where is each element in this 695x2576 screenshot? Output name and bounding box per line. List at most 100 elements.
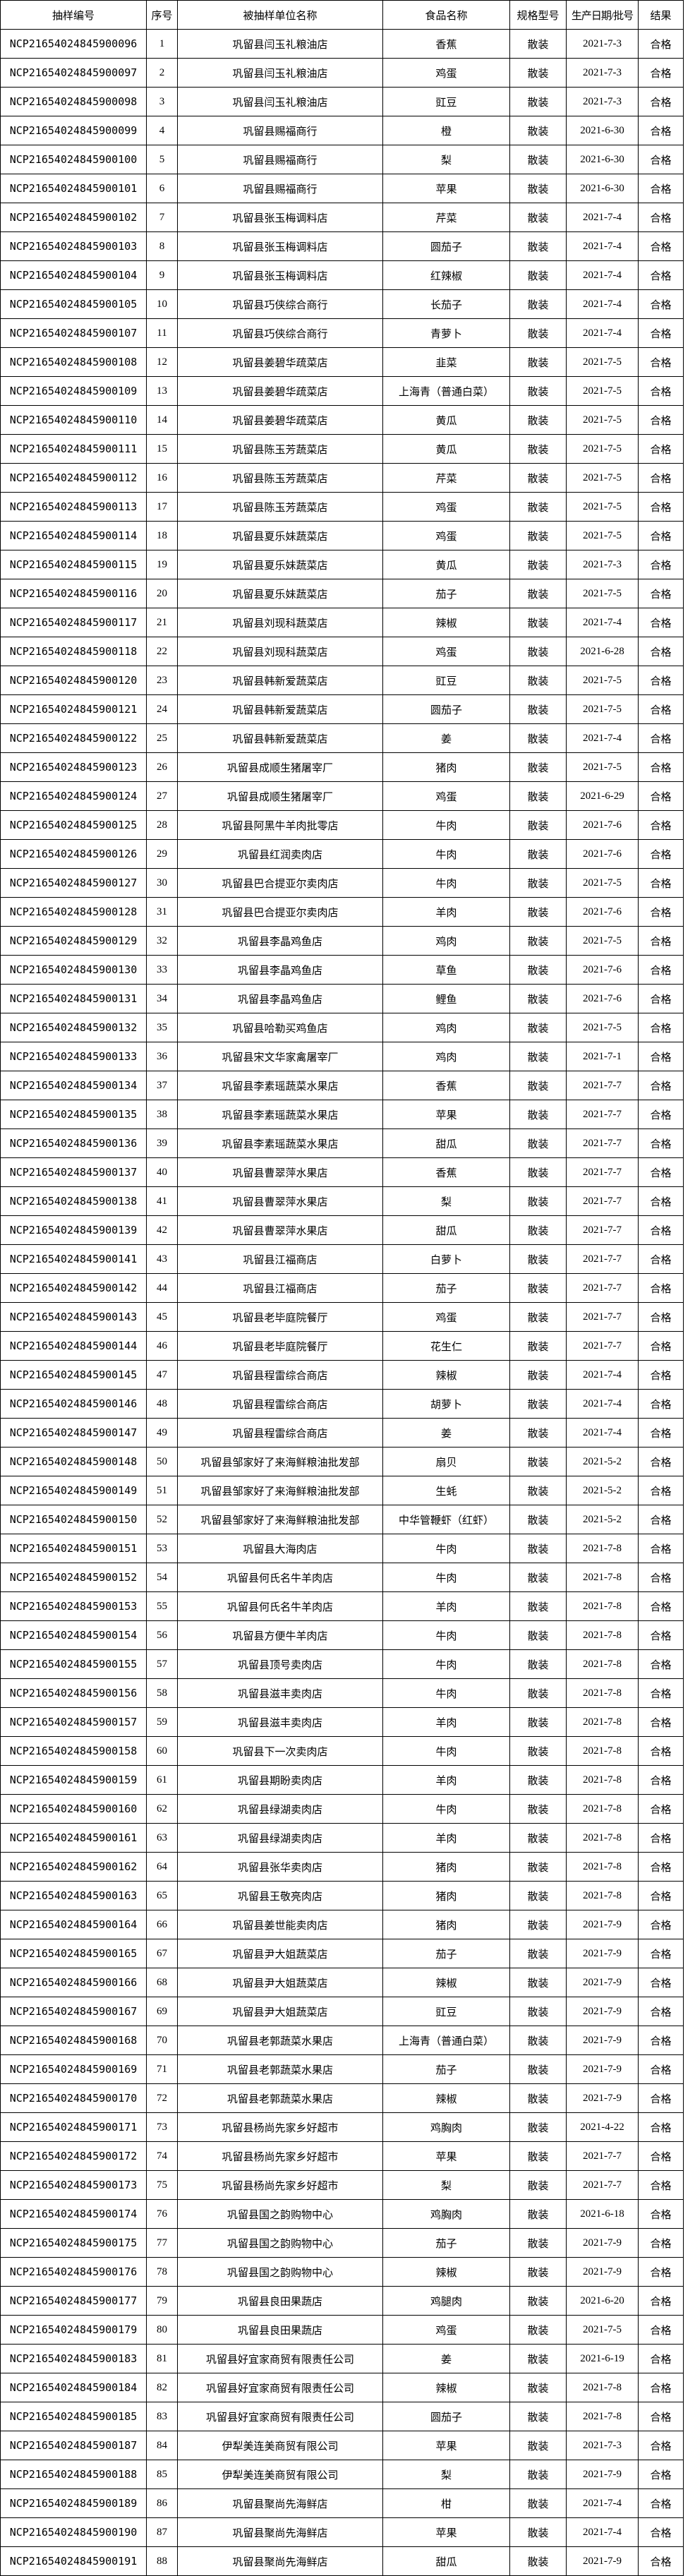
food-name-cell: 牛肉	[382, 1794, 510, 1824]
spec-model-cell: 散装	[509, 1534, 567, 1563]
production-date-cell: 2021-7-7	[566, 1071, 639, 1100]
spec-model-cell: 散装	[509, 2517, 567, 2547]
sampled-unit-cell: 巩留县巴合提亚尔卖肉店	[177, 897, 383, 927]
sampled-unit-cell: 巩留县滋丰卖肉店	[177, 1678, 383, 1708]
production-date-cell: 2021-7-6	[566, 839, 639, 869]
serial-number-cell: 22	[146, 637, 178, 666]
result-cell: 合格	[638, 2488, 684, 2518]
serial-number-cell: 43	[146, 1244, 178, 1274]
result-cell: 合格	[638, 2431, 684, 2460]
result-cell: 合格	[638, 2199, 684, 2229]
spec-model-cell: 散装	[509, 1360, 567, 1390]
result-cell: 合格	[638, 1476, 684, 1505]
sampled-unit-cell: 巩留县闫玉礼粮油店	[177, 87, 383, 116]
table-row: NCP21654024845900129 32 巩留县李晶鸡鱼店 鸡肉 散装 2…	[0, 926, 684, 956]
serial-number-cell: 71	[146, 2054, 178, 2084]
result-cell: 合格	[638, 2286, 684, 2316]
result-cell: 合格	[638, 1302, 684, 1332]
sampled-unit-cell: 巩留县张华卖肉店	[177, 1852, 383, 1882]
serial-number-cell: 84	[146, 2431, 178, 2460]
table-body: NCP21654024845900096 1 巩留县闫玉礼粮油店 香蕉 散装 2…	[0, 29, 684, 2576]
production-date-cell: 2021-7-9	[566, 2460, 639, 2489]
spec-model-cell: 散装	[509, 608, 567, 637]
sample-id-cell: NCP21654024845900173	[0, 2170, 147, 2200]
food-name-cell: 梨	[382, 2460, 510, 2489]
spec-model-cell: 散装	[509, 1418, 567, 1448]
result-cell: 合格	[638, 231, 684, 261]
sample-id-cell: NCP21654024845900121	[0, 694, 147, 724]
serial-number-cell: 35	[146, 1013, 178, 1042]
sampled-unit-cell: 巩留县陈玉芳蔬菜店	[177, 463, 383, 493]
production-date-cell: 2021-7-7	[566, 1186, 639, 1216]
production-date-cell: 2021-7-7	[566, 1273, 639, 1303]
table-row: NCP21654024845900109 13 巩留县姜碧华疏菜店 上海青（普通…	[0, 376, 684, 406]
result-cell: 合格	[638, 579, 684, 608]
table-row: NCP21654024845900100 5 巩留县赐福商行 梨 散装 2021…	[0, 145, 684, 174]
sampled-unit-cell: 巩留县良田果蔬店	[177, 2286, 383, 2316]
spec-model-cell: 散装	[509, 2170, 567, 2200]
production-date-cell: 2021-7-4	[566, 2517, 639, 2547]
sampled-unit-cell: 巩留县姜碧华疏菜店	[177, 347, 383, 377]
spec-model-cell: 散装	[509, 2026, 567, 2055]
spec-model-cell: 散装	[509, 1447, 567, 1476]
sample-id-cell: NCP21654024845900134	[0, 1071, 147, 1100]
table-row: NCP21654024845900114 18 巩留县夏乐妹蔬菜店 鸡蛋 散装 …	[0, 521, 684, 550]
spec-model-cell: 散装	[509, 1823, 567, 1853]
result-cell: 合格	[638, 174, 684, 203]
food-name-cell: 草鱼	[382, 955, 510, 985]
result-cell: 合格	[638, 145, 684, 174]
production-date-cell: 2021-7-9	[566, 1939, 639, 1968]
result-cell: 合格	[638, 492, 684, 522]
spec-model-cell: 散装	[509, 260, 567, 290]
table-row: NCP21654024845900187 84 伊犁美连美商贸有限公司 苹果 散…	[0, 2431, 684, 2460]
result-cell: 合格	[638, 1620, 684, 1650]
production-date-cell: 2021-7-7	[566, 1100, 639, 1129]
spec-model-cell: 散装	[509, 666, 567, 695]
production-date-cell: 2021-5-2	[566, 1476, 639, 1505]
result-cell: 合格	[638, 1273, 684, 1303]
production-date-cell: 2021-7-3	[566, 550, 639, 579]
table-row: NCP21654024845900183 81 巩留县好宜家商贸有限责任公司 姜…	[0, 2344, 684, 2373]
sample-id-cell: NCP21654024845900184	[0, 2373, 147, 2402]
spec-model-cell: 散装	[509, 1389, 567, 1419]
result-cell: 合格	[638, 2141, 684, 2171]
production-date-cell: 2021-7-4	[566, 608, 639, 637]
food-name-cell: 茄子	[382, 2228, 510, 2258]
serial-number-cell: 66	[146, 1910, 178, 1939]
sample-id-cell: NCP21654024845900170	[0, 2083, 147, 2113]
sample-id-cell: NCP21654024845900124	[0, 781, 147, 811]
food-name-cell: 柑	[382, 2488, 510, 2518]
sampled-unit-cell: 巩留县滋丰卖肉店	[177, 1707, 383, 1737]
sample-id-cell: NCP21654024845900125	[0, 810, 147, 840]
table-row: NCP21654024845900168 70 巩留县老郭蔬菜水果店 上海青（普…	[0, 2026, 684, 2055]
serial-number-cell: 75	[146, 2170, 178, 2200]
table-row: NCP21654024845900172 74 巩留县杨尚先家乡好超市 苹果 散…	[0, 2141, 684, 2171]
food-name-cell: 扇贝	[382, 1447, 510, 1476]
result-cell: 合格	[638, 2344, 684, 2373]
table-row: NCP21654024845900123 26 巩留县成顺生猪屠宰厂 猪肉 散装…	[0, 752, 684, 782]
food-name-cell: 姜	[382, 1418, 510, 1448]
food-name-cell: 红辣椒	[382, 260, 510, 290]
serial-number-cell: 23	[146, 666, 178, 695]
food-name-cell: 苹果	[382, 2141, 510, 2171]
sample-id-cell: NCP21654024845900158	[0, 1736, 147, 1766]
spec-model-cell: 散装	[509, 231, 567, 261]
sampled-unit-cell: 巩留县尹大姐蔬菜店	[177, 1968, 383, 1997]
serial-number-cell: 87	[146, 2517, 178, 2547]
sampled-unit-cell: 巩留县韩新爱蔬菜店	[177, 694, 383, 724]
serial-number-cell: 18	[146, 521, 178, 550]
result-cell: 合格	[638, 2112, 684, 2142]
sampled-unit-cell: 巩留县程雷综合商店	[177, 1418, 383, 1448]
food-name-cell: 豇豆	[382, 1997, 510, 2026]
serial-number-cell: 21	[146, 608, 178, 637]
serial-number-cell: 12	[146, 347, 178, 377]
sampled-unit-cell: 巩留县姜碧华疏菜店	[177, 376, 383, 406]
spec-model-cell: 散装	[509, 376, 567, 406]
spec-model-cell: 散装	[509, 116, 567, 145]
spec-model-cell: 散装	[509, 955, 567, 985]
table-row: NCP21654024845900135 38 巩留县李素瑶蔬菜水果店 苹果 散…	[0, 1100, 684, 1129]
serial-number-cell: 19	[146, 550, 178, 579]
column-header-result: 结果	[638, 0, 684, 30]
table-row: NCP21654024845900190 87 巩留县聚尚先海鲜店 苹果 散装 …	[0, 2517, 684, 2547]
